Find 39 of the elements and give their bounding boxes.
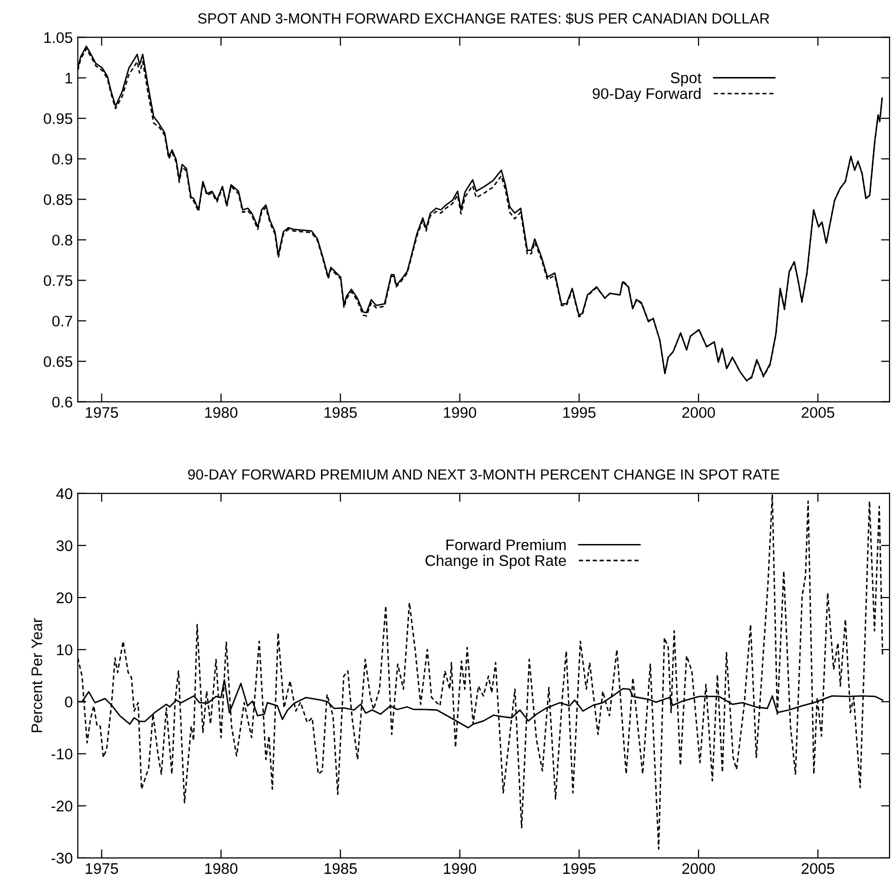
y-tick-label: 0.65: [44, 356, 72, 368]
y-axis-title: Percent Per Year: [32, 618, 42, 732]
y-tick-label: 0.9: [52, 154, 72, 165]
y-tick-label: 0.95: [44, 113, 72, 124]
y-tick-label: 1.05: [44, 32, 72, 44]
x-tick-label: 1980: [205, 407, 238, 418]
y-tick-label: 1: [66, 72, 72, 84]
y-tick-label: 10: [57, 644, 72, 656]
legend-label: 90-Day Forward: [592, 88, 701, 102]
x-tick-label: 2005: [802, 407, 834, 418]
x-tick-label: 1975: [86, 863, 118, 874]
y-tick-label: 0.6: [52, 396, 72, 408]
x-tick-label: 1990: [444, 863, 476, 874]
x-tick-label: 2000: [682, 863, 715, 874]
y-tick-label: 40: [56, 488, 72, 500]
y-tick-label: 0: [65, 696, 72, 708]
x-tick-label: 1985: [324, 407, 357, 418]
y-tick-label: 20: [56, 592, 72, 604]
x-tick-label: 1995: [563, 863, 596, 874]
x-tick-label: 1985: [324, 863, 357, 874]
legend-label: Change in Spot Rate: [426, 554, 566, 570]
x-tick-label: 2005: [802, 863, 834, 874]
y-tick-label: -30: [52, 852, 72, 864]
y-tick-label: 30: [56, 540, 72, 552]
y-tick-label: 0.7: [52, 316, 72, 327]
x-tick-label: 1980: [205, 863, 238, 874]
y-tick-label: 0.85: [44, 194, 72, 206]
legend-label: Forward Premium: [446, 539, 566, 550]
x-tick-label: 1975: [86, 407, 118, 418]
chart-title: SPOT AND 3-MONTH FORWARD EXCHANGE RATES: $US PER CANADIAN DOLLAR: [198, 12, 770, 24]
y-tick-label: 0.8: [52, 234, 72, 246]
chart-title: 90-DAY FORWARD PREMIUM AND NEXT 3-MONTH PERCENT CHANGE IN SPOT RATE: [188, 469, 780, 480]
x-tick-label: 2000: [682, 407, 715, 418]
x-tick-label: 1995: [563, 407, 596, 418]
y-tick-label: 0.75: [44, 275, 72, 286]
y-tick-label: -20: [52, 800, 72, 812]
x-tick-label: 1990: [444, 407, 476, 418]
y-tick-label: -10: [52, 748, 72, 760]
legend-label: Spot: [670, 72, 702, 86]
